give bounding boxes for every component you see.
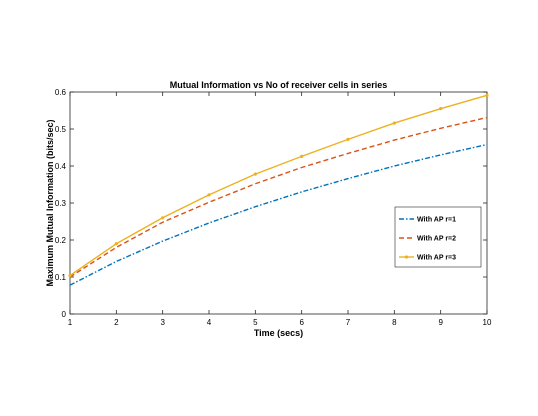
x-tick-label: 7 bbox=[346, 318, 351, 327]
y-tick-label: 0.6 bbox=[55, 88, 67, 97]
x-tick-label: 2 bbox=[114, 318, 119, 327]
y-tick-label: 0.5 bbox=[55, 125, 67, 134]
series-line-r3 bbox=[69, 94, 488, 277]
x-tick-label: 8 bbox=[392, 318, 397, 327]
plot-area-frame bbox=[69, 91, 488, 315]
series-point-r3 bbox=[253, 172, 257, 176]
x-tick-label: 9 bbox=[438, 318, 443, 327]
y-tick-label: 0.3 bbox=[55, 199, 67, 208]
series-point-r3 bbox=[485, 93, 489, 97]
x-tick-label: 4 bbox=[207, 318, 212, 327]
legend-label: With AP r=3 bbox=[417, 255, 456, 262]
y-tick-label: 0.4 bbox=[55, 162, 67, 171]
x-axis-ticks: 1 2 3 4 5 6 7 8 9 10 bbox=[68, 92, 492, 327]
plot-series bbox=[68, 93, 489, 286]
x-axis-title: Time (secs) bbox=[254, 328, 303, 338]
series-line-r2 bbox=[69, 116, 488, 278]
series-point-r3 bbox=[68, 273, 72, 278]
series-point-r3 bbox=[161, 216, 165, 220]
legend-label: With AP r=1 bbox=[417, 217, 456, 224]
y-axis-title: Maximum Mutual Information (bits/sec) bbox=[45, 119, 55, 286]
series-line-r1 bbox=[69, 143, 488, 286]
x-tick-label: 5 bbox=[253, 318, 258, 327]
legend-label: With AP r=2 bbox=[417, 236, 456, 243]
legend: With AP r=1 With AP r=2 With AP r=3 bbox=[394, 206, 482, 268]
x-tick-label: 10 bbox=[483, 318, 492, 327]
series-point-r3 bbox=[392, 121, 396, 125]
x-tick-label: 3 bbox=[160, 318, 165, 327]
x-tick-label: 1 bbox=[68, 318, 73, 327]
series-point-r3 bbox=[114, 242, 118, 246]
series-point-r3 bbox=[439, 107, 443, 111]
y-tick-label: 0.2 bbox=[55, 236, 67, 245]
chart-title: Mutual Information vs No of receiver cel… bbox=[170, 80, 388, 90]
x-tick-label: 6 bbox=[299, 318, 304, 327]
legend-swatch-point bbox=[404, 255, 409, 259]
series-point-r3 bbox=[207, 193, 211, 197]
y-tick-label: 0 bbox=[62, 310, 67, 319]
series-point-r3 bbox=[300, 154, 304, 158]
series-point-r3 bbox=[346, 137, 350, 141]
y-tick-label: 0.1 bbox=[55, 273, 67, 282]
